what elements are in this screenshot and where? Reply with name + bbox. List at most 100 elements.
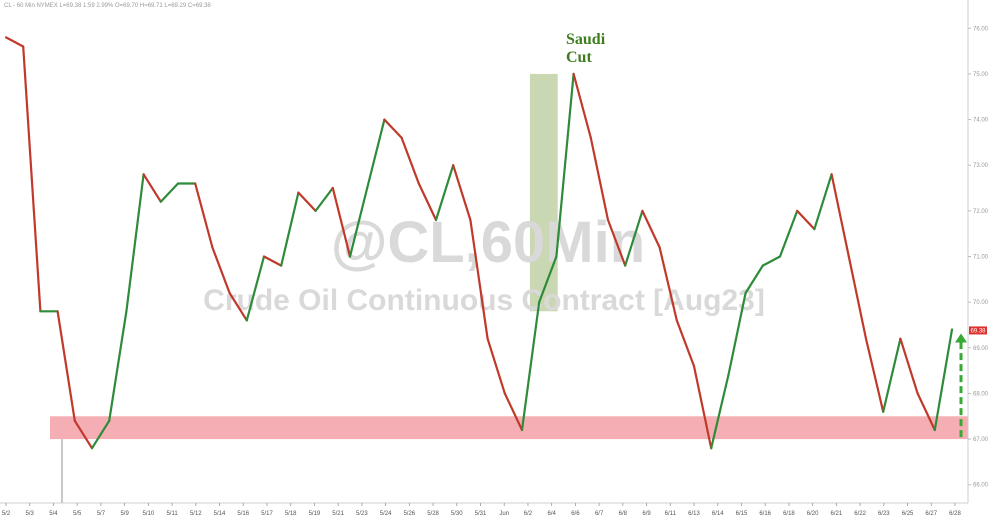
x-tick-label: 6/25 — [902, 511, 914, 517]
x-tick-label: 5/26 — [403, 511, 415, 517]
x-tick-label: 5/9 — [120, 511, 129, 517]
price-segment — [366, 118, 386, 190]
price-segment — [73, 419, 94, 450]
price-segment — [572, 72, 592, 139]
y-tick-label: 72.00 — [973, 209, 989, 215]
price-segment — [314, 186, 334, 212]
saudi-cut-highlight — [529, 73, 558, 312]
price-segment — [108, 310, 128, 422]
last-price-tag — [969, 326, 987, 335]
y-tick-label: 66.00 — [973, 483, 989, 489]
x-tick-label: 6/15 — [736, 511, 748, 517]
x-tick-label: 5/17 — [261, 511, 273, 517]
price-series — [4, 36, 954, 503]
x-tick-label: 5/18 — [285, 511, 297, 517]
price-segment — [245, 255, 266, 322]
price-segment — [675, 319, 696, 368]
price-segment — [417, 182, 438, 222]
price-segment — [864, 337, 885, 413]
price-segment — [538, 255, 558, 304]
x-tick-label: 6/21 — [831, 511, 843, 517]
y-tick-label: 67.00 — [973, 437, 989, 443]
price-segment — [727, 291, 747, 377]
price-segment — [228, 291, 248, 322]
price-segment — [297, 191, 317, 212]
x-tick-label: 5/23 — [356, 511, 368, 517]
price-segment — [400, 136, 420, 185]
price-segment — [125, 173, 145, 313]
chart-header: CL - 60 Min NYMEX L=69.38 1:59 2.99% O=6… — [4, 3, 211, 9]
x-tick-label: 6/23 — [878, 511, 890, 517]
y-tick-label: 73.00 — [973, 163, 989, 169]
price-segment — [503, 392, 524, 432]
price-segment — [486, 337, 506, 395]
price-segment — [916, 392, 936, 432]
arrow-head-icon — [955, 333, 967, 343]
x-tick-label: 6/16 — [759, 511, 771, 517]
price-segment — [606, 218, 627, 267]
y-tick-label: 74.00 — [973, 118, 989, 124]
price-segment — [778, 209, 799, 258]
price-segment — [520, 301, 541, 432]
x-tick-label: 6/11 — [665, 511, 677, 517]
watermark-ticker: @CL,60Min — [331, 210, 645, 275]
price-segment — [658, 246, 678, 322]
price-segment — [641, 209, 661, 249]
price-segment — [813, 173, 833, 231]
x-tick-label: 5/30 — [451, 511, 463, 517]
x-tick-label: 6/9 — [642, 511, 651, 517]
support-zone — [50, 416, 968, 440]
x-tick-label: 5/4 — [49, 511, 58, 517]
x-tick-label: 5/11 — [166, 511, 178, 517]
price-segment — [830, 173, 850, 258]
price-segment — [331, 186, 352, 258]
x-tick-label: 5/12 — [190, 511, 202, 517]
price-segment — [899, 337, 919, 395]
x-tick-label: 6/27 — [925, 511, 937, 517]
x-tick-label: 5/10 — [143, 511, 155, 517]
y-tick-label: 68.00 — [973, 391, 989, 397]
y-tick-label: 76.00 — [973, 26, 989, 32]
price-segment — [710, 374, 730, 450]
price-segment — [555, 72, 575, 258]
price-segment — [434, 164, 455, 222]
price-segment — [348, 186, 369, 258]
x-tick-label: 6/4 — [548, 511, 557, 517]
price-segment — [22, 45, 42, 313]
price-segment — [142, 173, 162, 203]
price-segment — [159, 182, 180, 203]
x-tick-label: 5/28 — [427, 511, 439, 517]
price-segment — [624, 209, 644, 267]
x-tick-label: 5/14 — [214, 511, 226, 517]
y-tick-label: 71.00 — [973, 255, 989, 261]
price-segment — [469, 218, 489, 340]
price-segment — [761, 255, 782, 267]
x-tick-label: 6/14 — [712, 511, 724, 517]
x-tick-label: 6/22 — [854, 511, 866, 517]
x-tick-label: 6/6 — [571, 511, 580, 517]
price-segment — [383, 118, 403, 139]
x-tick-label: Jun — [499, 511, 509, 517]
x-tick-label: 5/2 — [2, 511, 11, 517]
rebound-arrow — [955, 333, 967, 438]
x-tick-label: 6/13 — [688, 511, 700, 517]
x-tick-label: 5/19 — [309, 511, 321, 517]
x-tick-label: 5/31 — [475, 511, 487, 517]
price-segment — [744, 264, 764, 295]
x-tick-label: 6/20 — [807, 511, 819, 517]
y-tick-label: 69.00 — [973, 346, 989, 352]
price-segment — [280, 191, 300, 267]
x-tick-label: 6/7 — [595, 511, 604, 517]
annotation-cut: Cut — [566, 49, 592, 66]
price-segment — [692, 365, 713, 450]
x-tick-label: 5/7 — [97, 511, 106, 517]
x-axis-ticks: 5/2 5/3 5/4 5/5 5/7 5/9 5/10 5/11 5/12 5/14 5/16 5/… — [2, 503, 961, 517]
price-segment — [4, 36, 25, 48]
last-price-value: 69.38 — [971, 328, 987, 334]
price-segment — [56, 310, 76, 422]
x-tick-label: 5/5 — [73, 511, 82, 517]
price-segment — [847, 255, 868, 340]
x-tick-label: 6/28 — [949, 511, 961, 517]
price-segment — [194, 182, 214, 249]
